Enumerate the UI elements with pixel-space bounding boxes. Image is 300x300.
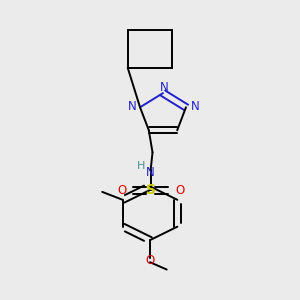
Text: O: O [117,184,126,197]
Text: N: N [191,100,200,112]
Text: O: O [175,184,184,197]
Text: N: N [146,166,155,179]
Text: N: N [160,81,169,94]
Text: S: S [146,183,156,197]
Text: H: H [137,161,145,171]
Text: N: N [128,100,136,112]
Text: O: O [146,254,154,266]
